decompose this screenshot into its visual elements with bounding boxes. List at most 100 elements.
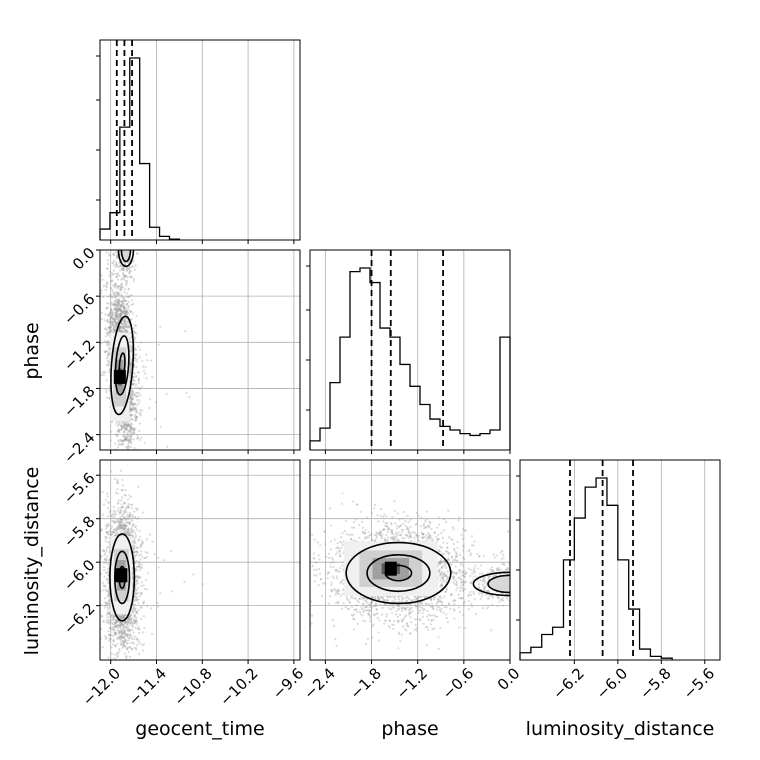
scatter-point <box>114 433 117 436</box>
scatter-point <box>124 325 127 329</box>
scatter-point <box>105 613 109 616</box>
scatter-point <box>111 261 114 264</box>
scatter-point <box>123 438 127 441</box>
scatter-point <box>122 310 125 313</box>
scatter-point <box>122 274 125 278</box>
scatter-point <box>112 639 115 643</box>
scatter-point <box>121 636 124 639</box>
scatter-point <box>111 311 115 314</box>
scatter-point <box>123 311 127 315</box>
scatter-point <box>129 394 132 398</box>
scatter-point <box>111 279 114 282</box>
scatter-point <box>132 404 135 407</box>
scatter-point <box>122 266 125 270</box>
scatter-point <box>115 312 118 315</box>
scatter-point <box>104 559 108 562</box>
scatter-point <box>128 522 131 525</box>
scatter-point <box>122 527 125 530</box>
scatter-point <box>120 642 123 645</box>
scatter-point <box>148 533 152 536</box>
scatter-point <box>116 525 119 529</box>
scatter-point <box>131 609 135 612</box>
scatter-point <box>115 309 118 312</box>
scatter-point <box>115 621 118 624</box>
scatter-point <box>136 434 139 437</box>
scatter-point <box>128 233 130 235</box>
scatter-point <box>118 234 120 236</box>
scatter-point <box>111 311 114 314</box>
scatter-point <box>126 628 129 631</box>
scatter-point <box>126 267 129 271</box>
scatter-point <box>134 619 137 622</box>
scatter-point <box>137 490 139 492</box>
scatter-point <box>120 616 124 619</box>
scatter-point <box>125 469 127 471</box>
scatter-point <box>144 550 147 553</box>
scatter-point <box>106 342 109 345</box>
scatter-point <box>135 314 138 318</box>
scatter-point <box>101 513 105 516</box>
scatter-point <box>129 436 133 439</box>
scatter-point <box>122 299 125 302</box>
scatter-point <box>130 530 133 533</box>
scatter-point <box>103 549 106 552</box>
scatter-point <box>134 626 137 629</box>
scatter-point <box>132 432 135 435</box>
scatter-point <box>118 305 121 308</box>
scatter-point <box>121 527 124 530</box>
scatter-point <box>106 267 109 270</box>
scatter-point <box>118 636 121 639</box>
scatter-point <box>121 622 124 625</box>
scatter-point <box>84 464 86 466</box>
scatter-point <box>125 524 128 527</box>
scatter-point <box>116 278 120 281</box>
scatter-point <box>122 306 126 309</box>
scatter-point <box>119 305 123 309</box>
scatter-point <box>133 330 136 333</box>
scatter-point <box>116 318 119 321</box>
scatter-point <box>123 425 126 428</box>
scatter-point <box>133 429 136 432</box>
scatter-point <box>122 642 125 645</box>
scatter-point <box>112 303 115 306</box>
scatter-point <box>126 326 130 329</box>
scatter-point <box>114 625 117 629</box>
scatter-point <box>102 295 105 298</box>
scatter-point <box>131 503 134 506</box>
scatter-point <box>131 466 133 468</box>
scatter-point <box>137 582 140 585</box>
scatter-point <box>118 629 121 632</box>
scatter-point <box>106 344 109 347</box>
scatter-point <box>130 425 133 428</box>
scatter-point <box>107 343 110 346</box>
scatter-point <box>108 351 111 354</box>
scatter-point <box>134 592 137 595</box>
scatter-point <box>138 399 141 402</box>
scatter-point <box>104 604 107 607</box>
scatter-point <box>123 307 126 310</box>
scatter-point <box>116 626 119 630</box>
scatter-point <box>116 509 119 512</box>
scatter-point <box>139 545 142 549</box>
scatter-point <box>125 532 129 535</box>
scatter-point <box>104 335 107 338</box>
scatter-point <box>111 317 115 320</box>
scatter-point <box>121 286 125 289</box>
scatter-point <box>119 313 122 316</box>
scatter-point <box>134 554 137 557</box>
scatter-point <box>123 306 126 309</box>
joint-phase_vs_geocent_time-contour-1 <box>114 335 130 396</box>
scatter-point <box>136 437 140 440</box>
scatter-point <box>126 629 130 632</box>
scatter-point <box>128 245 130 247</box>
scatter-point <box>132 662 134 664</box>
scatter-point <box>111 532 114 535</box>
scatter-point <box>95 535 97 537</box>
scatter-point <box>132 327 135 330</box>
scatter-point <box>139 394 142 397</box>
scatter-point <box>110 634 113 637</box>
scatter-point <box>116 655 119 658</box>
scatter-point <box>126 527 130 531</box>
scatter-point <box>119 616 122 619</box>
